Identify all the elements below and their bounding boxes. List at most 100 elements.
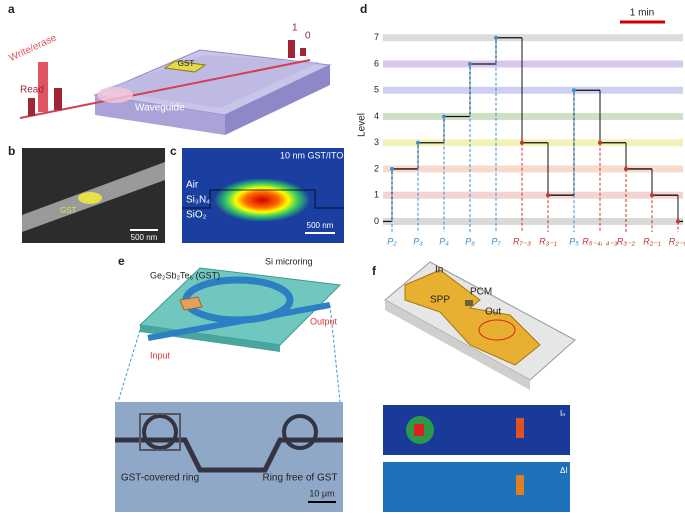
- gst-label: GST: [178, 59, 195, 68]
- scale-label: 10 μm: [309, 488, 334, 498]
- pulse-marker: [624, 166, 628, 171]
- pulse: [54, 88, 62, 110]
- bus-waveguide: [147, 302, 331, 341]
- gold-antenna: [404, 269, 541, 366]
- pulse-marker: [598, 140, 602, 145]
- panel-d: d 1 min Level 0 1 2 3 4 5 6 7 P₂ P₃ P₄ P₆ P₇ R₇₋₃ R₃₋₁…: [357, 2, 685, 246]
- pulse-marker: [442, 114, 446, 119]
- pulse-label: P₂: [387, 236, 397, 246]
- panel-label: a: [8, 2, 15, 16]
- output-label: Output: [310, 316, 338, 326]
- guide-line: [117, 329, 141, 403]
- gst-label: Ge₂Sb₂Te₅ (GST): [150, 270, 220, 280]
- gst-label: GST: [60, 206, 77, 215]
- panel-c: c Air Si₃N₄ SiO₂ 10 nm GST/ITO 500 nm: [170, 144, 344, 243]
- gst-cell: [163, 60, 207, 73]
- y-tick-label: 1: [374, 190, 379, 200]
- scale-label: 500 nm: [307, 221, 334, 230]
- input-label: Input: [150, 350, 171, 360]
- beam: [19, 59, 311, 119]
- slab-front: [95, 95, 225, 135]
- y-tick-label: 3: [374, 137, 379, 147]
- hotspot: [516, 418, 524, 438]
- out-label: Out: [485, 307, 501, 318]
- pulse-marker: [676, 219, 680, 224]
- air-label: Air: [186, 180, 199, 191]
- ring: [142, 414, 178, 450]
- y-tick-label: 4: [374, 111, 379, 121]
- panel-label: f: [372, 264, 377, 278]
- pulse-label: R₇₋₃: [513, 236, 531, 246]
- pulse-label: R₂₋₁: [643, 236, 661, 246]
- level-band: [383, 86, 683, 94]
- hotspot: [516, 475, 524, 495]
- panel-label: d: [360, 2, 367, 16]
- pulse-marker: [494, 35, 498, 40]
- pulse: [38, 62, 48, 112]
- gst-cell: [78, 192, 102, 204]
- si3n4-label: Si₃N₄: [186, 195, 210, 206]
- pulse-label: P₅: [569, 236, 579, 246]
- waveguide-label: Waveguide: [135, 103, 185, 114]
- bit-0: 0: [305, 31, 311, 42]
- y-tick-label: 7: [374, 32, 379, 42]
- panel-b: b GST 500 nm: [8, 144, 165, 243]
- pulse-label: P₃: [413, 236, 423, 246]
- pulse-label: R₅₋₄, ₄₋₃: [582, 236, 618, 246]
- pulse: [28, 98, 35, 116]
- map1-label: Iₙ: [560, 409, 565, 418]
- pulse-label: P₆: [465, 236, 475, 246]
- in-label: In: [435, 265, 443, 276]
- pcm-cell: [465, 300, 473, 306]
- scale-label: 1 min: [630, 8, 654, 19]
- free-label: Ring free of GST: [262, 473, 337, 484]
- write-label: Write/erase: [7, 32, 58, 64]
- pulse-marker: [572, 88, 576, 93]
- panel-label: e: [118, 254, 125, 268]
- pulse-marker: [520, 140, 524, 145]
- level-band: [383, 60, 683, 68]
- pcm-label: PCM: [470, 287, 492, 298]
- pulse-marker: [390, 166, 394, 171]
- pulse: [288, 40, 295, 58]
- pulse-label: R₃₋₁: [539, 236, 557, 246]
- panel-label: b: [8, 144, 15, 158]
- ring: [282, 414, 318, 450]
- ring-label: Si microring: [265, 256, 313, 266]
- pulse-marker: [546, 193, 550, 198]
- bit-1: 1: [292, 23, 298, 34]
- y-tick-label: 6: [374, 58, 379, 68]
- panel-f: f In PCM SPP Out Iₙ ΔI: [372, 261, 576, 512]
- pulse-label: P₇: [491, 236, 501, 246]
- gst-pad: [179, 296, 203, 311]
- spp-label: SPP: [430, 295, 450, 306]
- level-band: [383, 112, 683, 120]
- mode-profile: [214, 178, 310, 222]
- pulse-label: R₂₋₀: [669, 236, 685, 246]
- sio2-label: SiO₂: [186, 210, 207, 221]
- guide-line: [329, 304, 341, 403]
- y-tick-label: 0: [374, 216, 379, 226]
- pulse-label: R₃₋₂: [617, 236, 636, 246]
- hotspot: [414, 424, 424, 436]
- pulse: [300, 48, 306, 56]
- highlight: [478, 319, 516, 341]
- y-axis-label: Level: [357, 113, 368, 137]
- y-tick-label: 2: [374, 163, 379, 173]
- covered-label: GST-covered ring: [121, 473, 199, 484]
- pulse-marker: [416, 140, 420, 145]
- gst-box: [139, 413, 181, 451]
- map2-label: ΔI: [560, 466, 568, 475]
- level-band: [383, 34, 683, 42]
- panel-label: c: [170, 144, 177, 158]
- level-band: [383, 217, 683, 225]
- pulse-marker: [650, 193, 654, 198]
- waveguide-outline: [182, 189, 344, 209]
- layer-note: 10 nm GST/ITO: [280, 150, 343, 160]
- panel-e: e Ge₂Sb₂Te₅ (GST) Si microring Output In…: [115, 254, 343, 512]
- y-tick-label: 5: [374, 85, 379, 95]
- micrograph: [115, 402, 343, 512]
- level-band: [383, 191, 683, 199]
- glow: [97, 87, 133, 103]
